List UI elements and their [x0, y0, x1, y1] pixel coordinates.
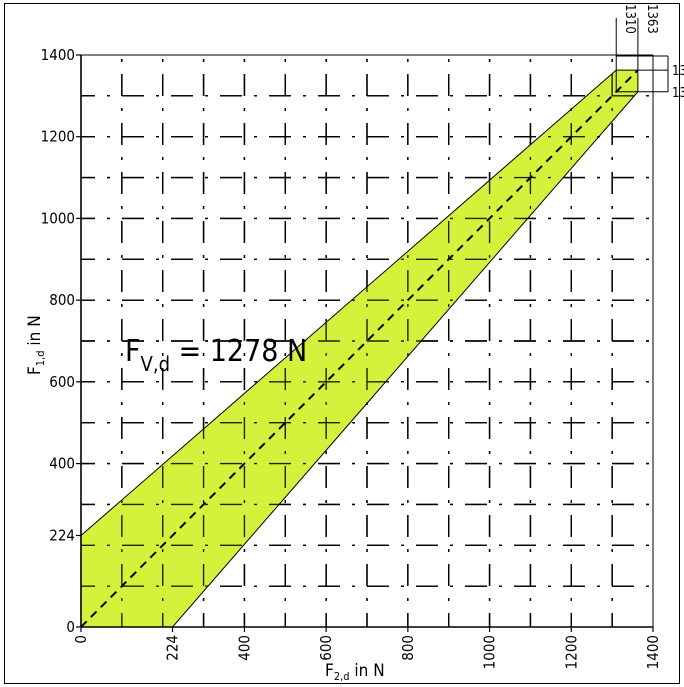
y-tick-label: 400	[49, 455, 75, 473]
x-tick-label: 800	[399, 635, 417, 661]
y-axis-label-main: F	[25, 366, 45, 375]
corner-top-label: 1363	[644, 4, 659, 34]
x-axis-label-main: F	[325, 661, 334, 681]
y-axis-label-sub: 1,d	[34, 350, 47, 366]
corner-markers: 1310 1363 1363 1310	[615, 4, 684, 101]
diagonal-line	[80, 69, 639, 628]
chart-frame	[4, 3, 680, 684]
x-tick-label: 1400	[644, 635, 662, 669]
x-axis-label-rest: in N	[350, 661, 385, 681]
x-tick-label: 400	[235, 635, 253, 661]
y-tick-labels: 0 224 400 600 800 1000 1200 1400	[41, 46, 75, 636]
corner-right-label: 1310	[672, 86, 684, 101]
y-tick-label: 1400	[41, 46, 75, 64]
grid-overlay	[81, 55, 653, 627]
x-axis-label: F2,d in N	[325, 661, 385, 683]
y-tick-label: 1000	[41, 209, 75, 227]
y-axis-label-rest: in N	[25, 315, 45, 350]
annotation-sub: V,d	[141, 352, 170, 376]
axes	[76, 54, 654, 632]
annotation-rest: = 1278 N	[170, 334, 307, 369]
corner-right-label: 1363	[672, 64, 684, 79]
x-tick-label: 224	[164, 635, 182, 661]
x-tick-labels: 0 224 400 600 800 1000 1200 1400	[72, 635, 662, 669]
result-annotation: FV,d = 1278 N	[125, 334, 307, 376]
y-tick-label: 600	[49, 373, 75, 391]
annotation-main: F	[125, 334, 141, 369]
x-tick-label: 0	[72, 635, 90, 644]
x-tick-label: 1200	[562, 635, 580, 669]
y-tick-label: 800	[49, 291, 75, 309]
x-tick-label: 600	[317, 635, 335, 661]
y-axis-label: F1,d in N	[25, 315, 47, 375]
y-tick-label: 1200	[41, 128, 75, 146]
y-tick-label: 0	[66, 618, 75, 636]
y-tick-label: 224	[49, 526, 75, 544]
x-axis-label-sub: 2,d	[334, 670, 350, 683]
corner-top-label: 1310	[622, 4, 637, 34]
x-tick-label: 1000	[481, 635, 499, 669]
